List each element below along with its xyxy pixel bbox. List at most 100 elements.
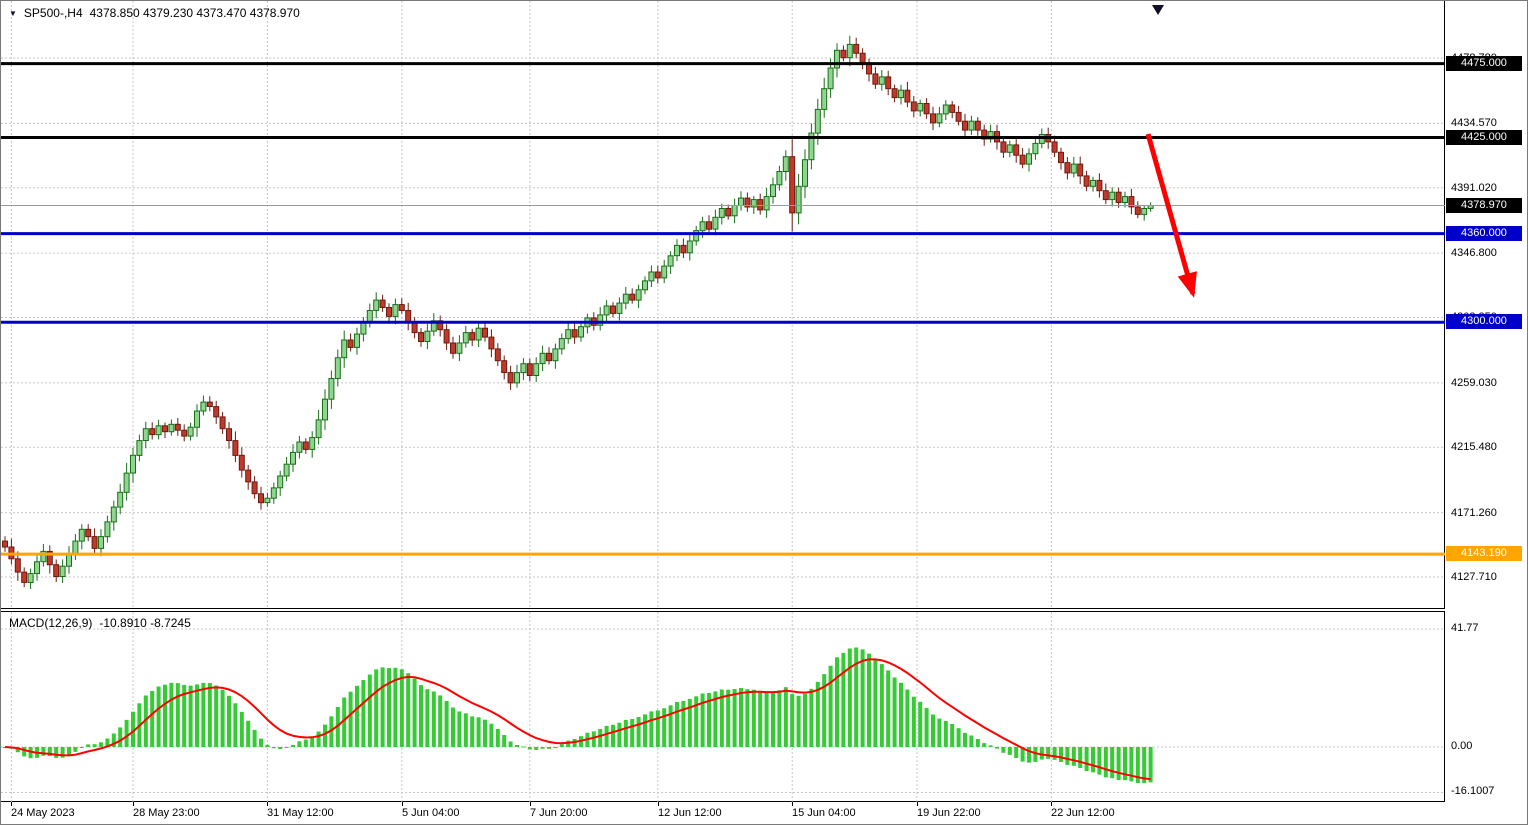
macd-histogram-bar (1052, 747, 1057, 760)
candle (648, 271, 655, 282)
price-axis[interactable]: 4478.7804434.5704391.0204346.8004303.250… (1446, 1, 1527, 802)
macd-histogram-bar (1084, 747, 1089, 772)
candle (610, 305, 616, 314)
candle (450, 342, 456, 354)
macd-histogram-bar (566, 740, 571, 747)
macd-histogram-bar (259, 738, 263, 747)
candle (117, 491, 124, 508)
macd-histogram-bar (803, 693, 807, 747)
candle (162, 425, 168, 433)
macd-histogram-bar (169, 682, 174, 747)
chart-shift-marker-icon[interactable] (1152, 5, 1164, 15)
candle (59, 565, 66, 578)
macd-histogram-bar (771, 692, 775, 747)
macd-histogram-bar (1110, 747, 1115, 779)
candle (475, 327, 482, 341)
macd-histogram-bar (22, 747, 27, 757)
macd-histogram-bar (342, 697, 347, 747)
macd-histogram-bar (924, 707, 929, 747)
time-tick (1051, 802, 1052, 806)
candle (328, 378, 335, 400)
macd-histogram-bar (937, 718, 942, 747)
candle (85, 528, 92, 538)
symbol-dropdown-icon[interactable]: ▼ (9, 8, 17, 18)
macd-histogram-bar (828, 665, 833, 747)
macd-panel[interactable]: MACD(12,26,9) -10.8910 -8.7245 (1, 611, 1445, 803)
macd-histogram-bar (463, 713, 468, 747)
candle (1102, 190, 1109, 201)
symbol-title: SP500-,H4 (23, 6, 83, 20)
candle (488, 336, 495, 350)
macd-histogram-bar (617, 722, 622, 747)
candle (834, 49, 840, 69)
macd-histogram-bar (726, 689, 731, 747)
macd-histogram-bar (1116, 747, 1121, 780)
candle (642, 280, 648, 291)
time-tick (658, 802, 659, 806)
macd-histogram-bar (265, 744, 270, 747)
macd-histogram-bar (822, 674, 827, 747)
price-badge: 4360.000 (1446, 226, 1522, 241)
candle (46, 550, 53, 566)
macd-histogram-bar (559, 744, 564, 747)
macd-histogram-bar (630, 719, 635, 747)
macd-histogram-bar (207, 683, 212, 747)
time-tick (530, 802, 531, 806)
macd-histogram-bar (643, 714, 647, 747)
candle (629, 293, 636, 301)
candle (194, 410, 200, 428)
macd-histogram-bar (982, 743, 987, 747)
candle (1134, 206, 1141, 215)
macd-histogram-bar (854, 647, 859, 747)
candle (853, 43, 860, 54)
macd-histogram-bar (675, 702, 679, 747)
time-axis[interactable]: 24 May 2023 28 May 23:00 31 May 12:00 5 Jun… (1, 802, 1527, 824)
macd-histogram-bar (886, 670, 891, 747)
macd-histogram-bar (111, 733, 116, 747)
candle (469, 332, 476, 341)
macd-histogram-bar (438, 695, 443, 747)
macd-histogram-bar (1033, 747, 1038, 762)
macd-histogram-bar (150, 690, 155, 747)
candle (872, 73, 879, 85)
candle (878, 76, 885, 85)
macd-axis-label: -16.1007 (1451, 785, 1495, 797)
price-axis-label: 4434.570 (1451, 117, 1497, 129)
macd-histogram-bar (399, 669, 404, 747)
macd-histogram-bar (451, 707, 455, 747)
candle (386, 307, 392, 317)
trend-arrow[interactable] (1145, 133, 1197, 298)
macd-histogram-bar (931, 714, 935, 747)
macd-histogram-bar (476, 717, 481, 747)
macd-histogram-bar (118, 727, 123, 747)
macd-histogram-bar (99, 742, 103, 747)
candle (1070, 163, 1077, 174)
candle (808, 132, 815, 161)
macd-histogram-bar (105, 738, 110, 747)
candle (1013, 144, 1020, 156)
macd-histogram-bar (975, 739, 980, 747)
main-chart-panel[interactable]: ▼ SP500-,H4 4378.850 4379.230 4373.470 4… (1, 1, 1445, 609)
candle (1128, 196, 1135, 208)
macd-name: MACD(12,26,9) (9, 616, 93, 630)
macd-histogram-bar (867, 653, 871, 747)
macd-histogram-bar (668, 705, 673, 747)
time-tick (402, 802, 403, 806)
candle (213, 406, 220, 418)
macd-histogram-bar (67, 747, 71, 756)
macd-histogram-bar (79, 747, 84, 748)
candle (635, 289, 642, 301)
macd-histogram-bar (547, 747, 551, 749)
macd-histogram-bar (329, 716, 334, 747)
macd-histogram-bar (969, 735, 974, 747)
macd-histogram-bar (131, 711, 135, 747)
macd-histogram-bar (1065, 747, 1070, 765)
price-badge: 4425.000 (1446, 130, 1522, 145)
macd-histogram-bar (1097, 747, 1102, 775)
candle (693, 230, 700, 242)
macd-histogram-bar (809, 688, 814, 747)
macd-histogram-bar (182, 684, 187, 747)
candle (942, 104, 949, 115)
macd-histogram-bar (316, 731, 321, 747)
candle (930, 113, 936, 124)
